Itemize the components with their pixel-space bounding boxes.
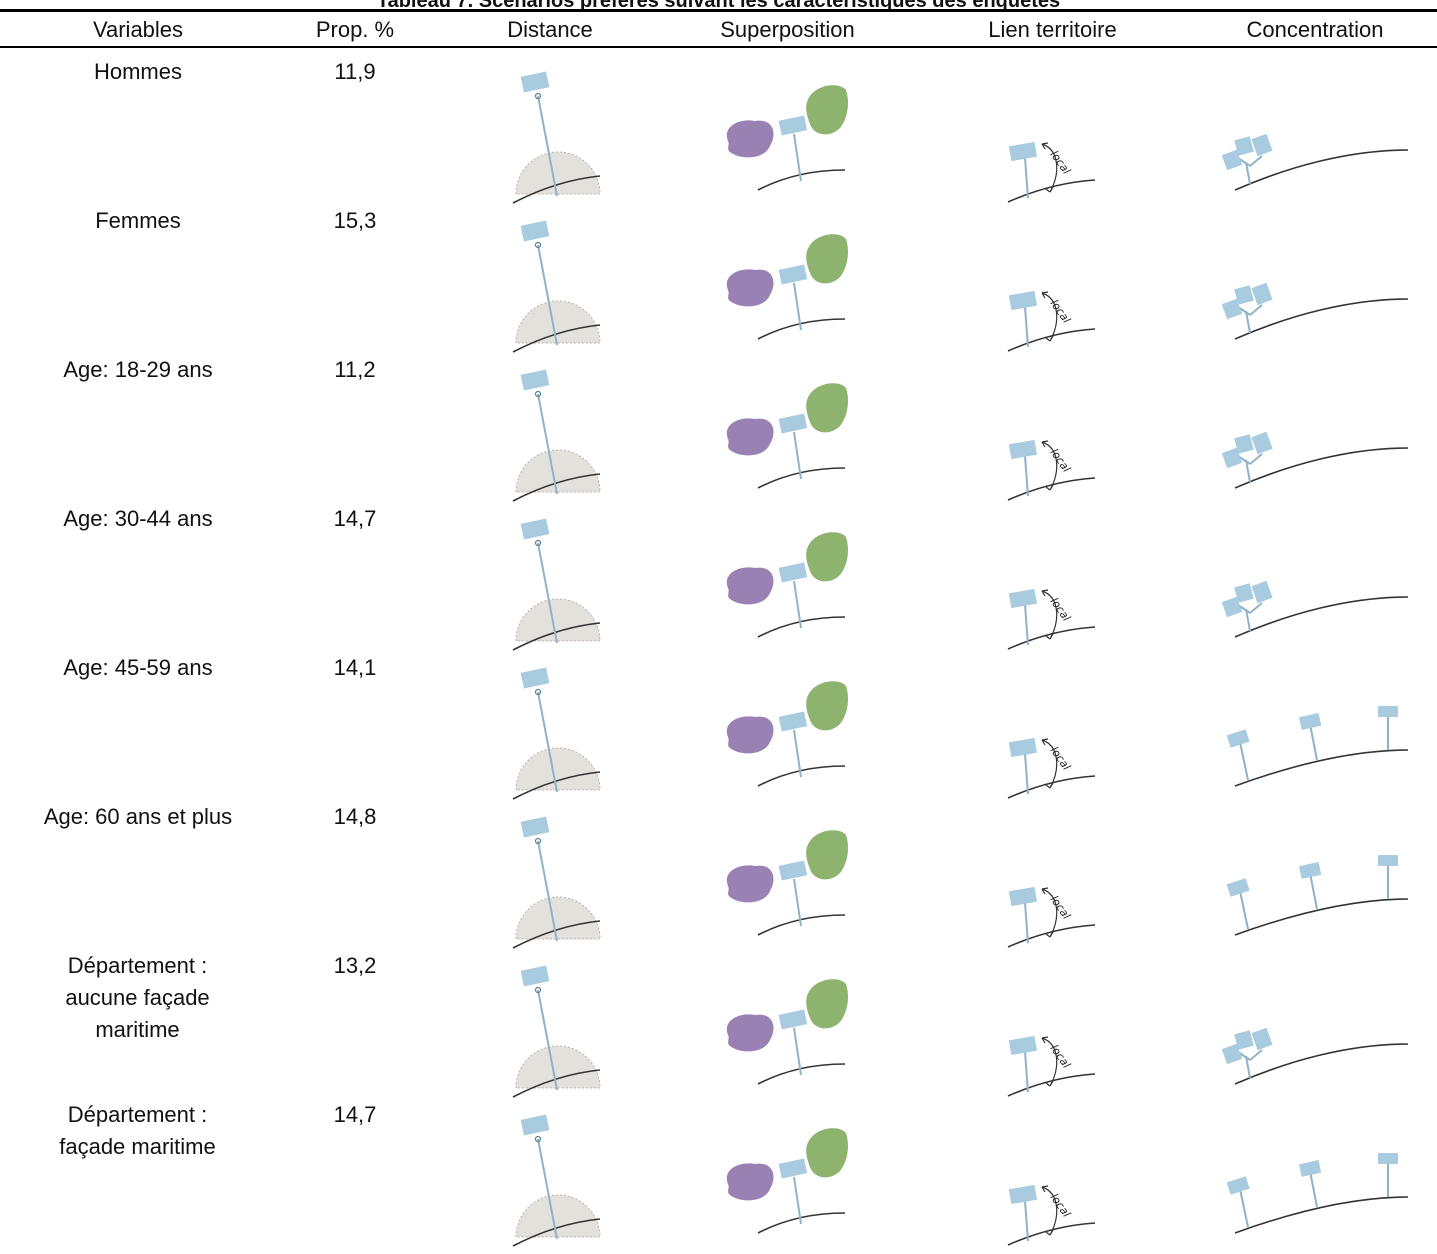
svg-text:local: local bbox=[1048, 148, 1073, 176]
variable-label: Département : façade maritime bbox=[59, 1102, 216, 1159]
distance-scenario-icon bbox=[460, 215, 670, 355]
lien-territoire-scenario-icon: local bbox=[950, 811, 1160, 951]
table-top-rule bbox=[0, 9, 1437, 12]
table-row: Age: 45-59 ans 14,1 local bbox=[0, 648, 1437, 800]
distance-scenario-icon bbox=[460, 364, 670, 504]
svg-text:local: local bbox=[1048, 1042, 1073, 1070]
table-row: Hommes 11,9 local bbox=[0, 52, 1437, 204]
prop-value: 13,2 bbox=[333, 953, 377, 978]
variable-label: Age: 60 ans et plus bbox=[43, 804, 233, 829]
table-row: Age: 30-44 ans 14,7 local bbox=[0, 499, 1437, 651]
table-header-rule bbox=[0, 46, 1437, 48]
lien-territoire-scenario-icon: local bbox=[950, 662, 1160, 802]
svg-text:local: local bbox=[1048, 744, 1073, 772]
svg-text:local: local bbox=[1048, 595, 1073, 623]
header-lien-territoire: Lien territoire bbox=[988, 17, 1117, 42]
distance-scenario-icon bbox=[460, 513, 670, 653]
concentration-dispersed-icon bbox=[1210, 1109, 1420, 1249]
lien-territoire-scenario-icon: local bbox=[950, 1109, 1160, 1249]
prop-value: 15,3 bbox=[333, 208, 377, 233]
table-row: Département : façade maritime 14,7 local bbox=[0, 1095, 1437, 1247]
table-row: Département : aucune façade maritime 13,2… bbox=[0, 946, 1437, 1098]
superposition-scenario-icon bbox=[700, 513, 910, 653]
lien-territoire-scenario-icon: local bbox=[950, 215, 1160, 355]
variable-label: Hommes bbox=[93, 59, 182, 84]
variable-label: Age: 30-44 ans bbox=[63, 506, 213, 531]
superposition-scenario-icon bbox=[700, 662, 910, 802]
concentration-dispersed-icon bbox=[1210, 662, 1420, 802]
table-caption: Tableau 7. Scénarios préférés suivant le… bbox=[376, 0, 1061, 12]
prop-value: 14,1 bbox=[333, 655, 377, 680]
table-row: Femmes 15,3 local bbox=[0, 201, 1437, 353]
superposition-scenario-icon bbox=[700, 66, 910, 206]
table-row: Age: 18-29 ans 11,2 local bbox=[0, 350, 1437, 502]
superposition-scenario-icon bbox=[700, 960, 910, 1100]
variable-label: Age: 45-59 ans bbox=[63, 655, 213, 680]
superposition-scenario-icon bbox=[700, 364, 910, 504]
concentration-cluster-icon bbox=[1210, 66, 1420, 206]
distance-scenario-icon bbox=[460, 66, 670, 206]
svg-text:local: local bbox=[1048, 1191, 1073, 1219]
variable-label: Département : aucune façade maritime bbox=[65, 953, 210, 1042]
prop-value: 14,7 bbox=[333, 506, 377, 531]
header-prop: Prop. % bbox=[315, 17, 395, 42]
prop-value: 11,9 bbox=[334, 59, 376, 84]
svg-text:local: local bbox=[1048, 297, 1073, 325]
svg-text:local: local bbox=[1048, 893, 1073, 921]
header-variables: Variables bbox=[92, 17, 184, 42]
distance-scenario-icon bbox=[460, 811, 670, 951]
svg-text:local: local bbox=[1048, 446, 1073, 474]
distance-scenario-icon bbox=[460, 960, 670, 1100]
prop-value: 14,7 bbox=[333, 1102, 377, 1127]
lien-territoire-scenario-icon: local bbox=[950, 66, 1160, 206]
header-concentration: Concentration bbox=[1246, 17, 1384, 42]
distance-scenario-icon bbox=[460, 1109, 670, 1249]
concentration-cluster-icon bbox=[1210, 960, 1420, 1100]
superposition-scenario-icon bbox=[700, 215, 910, 355]
lien-territoire-scenario-icon: local bbox=[950, 960, 1160, 1100]
superposition-scenario-icon bbox=[700, 811, 910, 951]
variable-label: Femmes bbox=[95, 208, 181, 233]
header-distance: Distance bbox=[507, 17, 593, 42]
lien-territoire-scenario-icon: local bbox=[950, 364, 1160, 504]
concentration-dispersed-icon bbox=[1210, 811, 1420, 951]
concentration-cluster-icon bbox=[1210, 513, 1420, 653]
variable-label: Age: 18-29 ans bbox=[63, 357, 213, 382]
distance-scenario-icon bbox=[460, 662, 670, 802]
prop-value: 14,8 bbox=[333, 804, 377, 829]
concentration-cluster-icon bbox=[1210, 364, 1420, 504]
prop-value: 11,2 bbox=[334, 357, 376, 382]
concentration-cluster-icon bbox=[1210, 215, 1420, 355]
table-row: Age: 60 ans et plus 14,8 local bbox=[0, 797, 1437, 949]
lien-territoire-scenario-icon: local bbox=[950, 513, 1160, 653]
superposition-scenario-icon bbox=[700, 1109, 910, 1249]
header-superposition: Superposition bbox=[720, 17, 855, 42]
